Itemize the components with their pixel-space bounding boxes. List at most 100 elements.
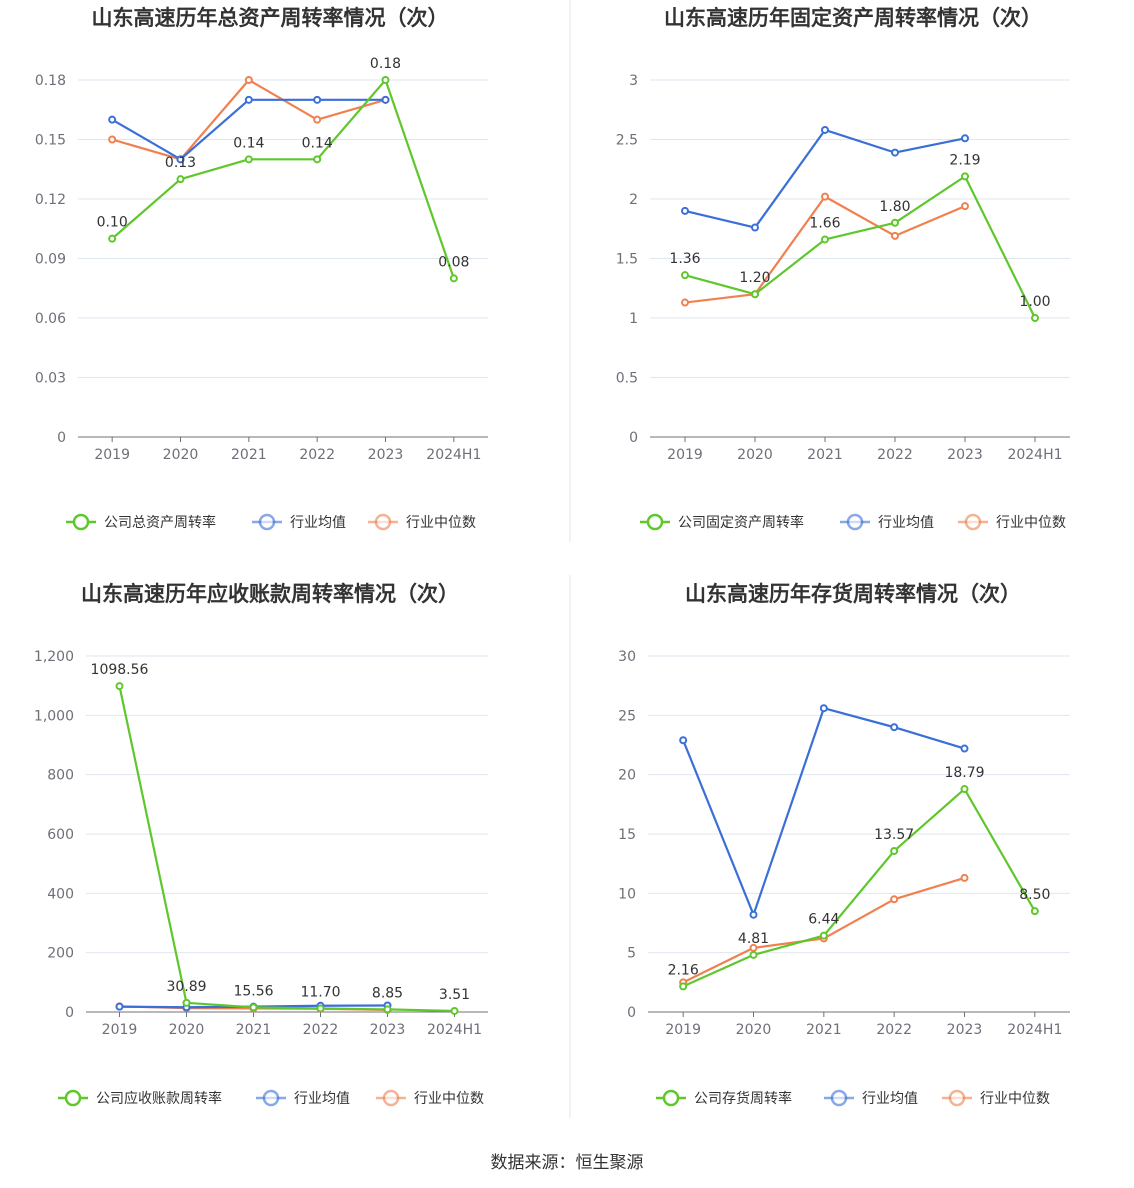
data-point-company <box>383 1005 392 1014</box>
y-tick-label: 10 <box>618 886 636 902</box>
legend-label-company: 公司总资产周转率 <box>104 514 216 531</box>
data-point-median <box>821 192 829 201</box>
x-tick-label: 2023 <box>368 447 404 463</box>
data-point-company <box>819 931 828 940</box>
y-tick-label: 20 <box>618 768 636 784</box>
series-line-company <box>118 685 455 1013</box>
data-point-company <box>751 290 759 299</box>
legend-marker-company <box>646 513 664 531</box>
y-tick-label: 3 <box>629 73 638 89</box>
series-line-average <box>684 128 966 229</box>
data-point-company <box>681 271 689 280</box>
x-tick-label: 2019 <box>94 447 130 463</box>
series-line-company <box>111 78 455 279</box>
legend-label-company: 公司存货周转率 <box>694 1090 792 1107</box>
data-label: 11.70 <box>300 985 340 1001</box>
y-tick-label: 15 <box>618 827 636 843</box>
y-tick-label: 5 <box>627 946 636 962</box>
data-label: 1098.56 <box>91 662 149 678</box>
data-label: 18.79 <box>944 765 984 781</box>
data-label: 1.20 <box>739 270 770 286</box>
data-point-company <box>381 76 390 84</box>
y-tick-label: 0.06 <box>35 311 66 327</box>
data-label: 30.89 <box>166 979 206 995</box>
chart-title: 山东高速历年固定资产周转率情况（次） <box>664 6 1042 30</box>
legend-label-company: 公司应收账款周转率 <box>96 1090 222 1107</box>
x-tick-label: 2020 <box>737 447 773 463</box>
data-point-median <box>681 298 689 307</box>
x-tick-label: 2020 <box>163 447 199 463</box>
data-point-average <box>821 125 829 134</box>
x-tick-label: 2019 <box>665 1022 701 1038</box>
y-tick-label: 0 <box>627 1005 636 1021</box>
data-label: 1.36 <box>669 251 700 267</box>
data-source-text: 数据来源：恒生聚源 <box>491 1153 644 1173</box>
data-point-company <box>313 155 322 164</box>
data-point-company <box>182 998 191 1007</box>
y-tick-label: 1.5 <box>616 252 638 268</box>
y-tick-label: 600 <box>47 827 74 843</box>
data-point-company <box>749 950 758 959</box>
data-label: 0.08 <box>438 254 469 270</box>
x-tick-label: 2021 <box>236 1022 272 1038</box>
data-point-average <box>960 744 969 753</box>
x-tick-label: 2023 <box>947 447 983 463</box>
data-point-company <box>176 175 185 184</box>
data-point-median <box>313 115 322 124</box>
x-tick-label: 2023 <box>947 1022 983 1038</box>
chart-title: 山东高速历年总资产周转率情况（次） <box>92 6 449 30</box>
y-tick-label: 0.5 <box>616 371 638 387</box>
x-tick-label: 2022 <box>876 1022 912 1038</box>
y-tick-label: 400 <box>47 886 74 902</box>
data-label: 3.51 <box>439 987 470 1003</box>
y-tick-label: 0 <box>65 1005 74 1021</box>
legend-label-average: 行业均值 <box>862 1091 918 1107</box>
legend-label-average: 行业均值 <box>290 515 346 531</box>
y-tick-label: 0.09 <box>35 252 66 268</box>
legend-label-median: 行业中位数 <box>980 1091 1050 1107</box>
y-tick-label: 0.15 <box>35 133 66 149</box>
data-point-company <box>108 234 117 243</box>
data-point-median <box>244 76 253 84</box>
y-tick-label: 1 <box>629 311 638 327</box>
data-point-median <box>960 873 969 882</box>
data-point-average <box>749 910 758 919</box>
chart-title: 山东高速历年存货周转率情况（次） <box>685 582 1021 606</box>
series-line-company <box>682 787 1036 988</box>
data-point-average <box>108 115 117 124</box>
data-point-median <box>749 943 758 952</box>
legend-label-company: 公司固定资产周转率 <box>678 514 804 531</box>
data-label: 6.44 <box>808 912 839 928</box>
y-tick-label: 25 <box>618 708 636 724</box>
data-point-median <box>108 135 117 144</box>
data-label: 13.57 <box>874 827 914 843</box>
data-point-company <box>679 982 688 991</box>
legend-marker-median <box>374 513 392 531</box>
x-tick-label: 2024H1 <box>427 1022 482 1038</box>
x-tick-label: 2019 <box>667 447 703 463</box>
data-label: 8.85 <box>372 985 403 1001</box>
x-tick-label: 2024H1 <box>1007 447 1062 463</box>
legend-marker-average <box>846 513 864 531</box>
data-point-company <box>890 846 899 855</box>
y-tick-label: 200 <box>47 946 74 962</box>
x-tick-label: 2024H1 <box>1007 1022 1062 1038</box>
data-point-company <box>450 1006 459 1015</box>
data-point-company <box>115 682 124 691</box>
data-point-average <box>891 148 899 157</box>
series-line-company <box>684 175 1036 319</box>
x-tick-label: 2020 <box>169 1022 205 1038</box>
data-point-average <box>176 155 185 164</box>
y-tick-label: 30 <box>618 649 636 665</box>
data-point-average <box>244 95 253 104</box>
data-point-average <box>313 95 322 104</box>
legend-marker-company <box>64 1089 82 1107</box>
chart-total-asset-turnover: 山东高速历年总资产周转率情况（次） 0 0.03 0.06 0.09 0.12 0.15 0.… <box>35 6 488 531</box>
legend-label-average: 行业均值 <box>294 1091 350 1107</box>
legend-label-median: 行业中位数 <box>406 515 476 531</box>
chart-fixed-asset-turnover: 山东高速历年固定资产周转率情况（次） 0 0.5 1 1.5 2 2.5 3 2019 2020 2… <box>616 6 1070 531</box>
y-tick-label: 1,000 <box>34 708 74 724</box>
data-label: 2.16 <box>668 962 699 978</box>
data-point-average <box>681 206 689 215</box>
data-point-company <box>961 172 969 181</box>
